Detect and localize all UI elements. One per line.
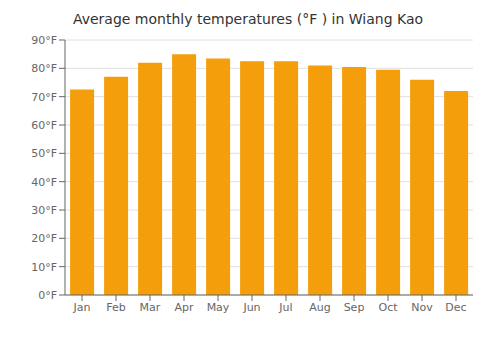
svg-text:0°F: 0°F [38,289,57,302]
svg-text:Oct: Oct [378,301,398,314]
svg-text:Mar: Mar [140,301,161,314]
svg-text:60°F: 60°F [31,119,57,132]
svg-text:70°F: 70°F [31,91,57,104]
svg-text:Jan: Jan [73,301,91,314]
svg-text:Feb: Feb [106,301,125,314]
svg-text:50°F: 50°F [31,147,57,160]
svg-text:20°F: 20°F [31,232,57,245]
svg-text:40°F: 40°F [31,176,57,189]
svg-text:10°F: 10°F [31,261,57,274]
svg-text:Apr: Apr [174,301,194,314]
svg-text:30°F: 30°F [31,204,57,217]
svg-text:May: May [207,301,230,314]
svg-text:90°F: 90°F [31,34,57,47]
svg-text:Nov: Nov [411,301,433,314]
svg-text:Aug: Aug [309,301,330,314]
svg-text:Jun: Jun [242,301,260,314]
svg-text:80°F: 80°F [31,62,57,75]
svg-text:Jul: Jul [278,301,292,314]
svg-text:Sep: Sep [344,301,365,314]
html-text:Average monthly temperatures (: Average monthly temperatures (°F ) in Wi… [72,11,424,27]
svg-text:Dec: Dec [445,301,466,314]
